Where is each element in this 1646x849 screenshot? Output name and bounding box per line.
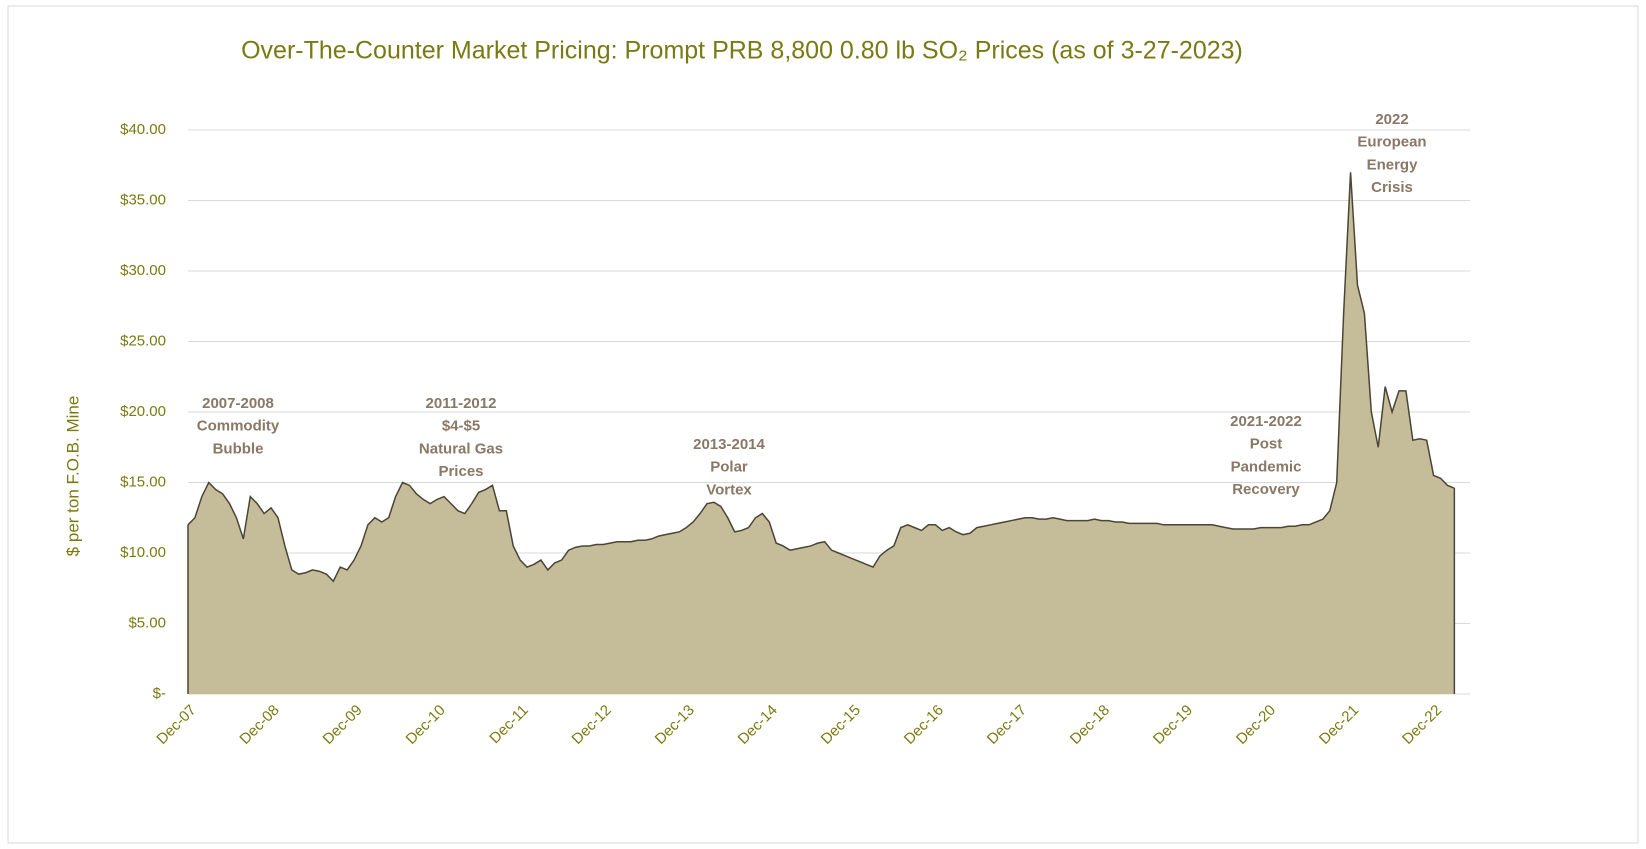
y-tick-label: $35.00 — [120, 191, 166, 208]
annotation: $4-$5 — [442, 418, 480, 435]
annotation: 2007-2008 — [202, 395, 274, 412]
annotation: Natural Gas — [419, 440, 503, 457]
annotation: 2021-2022 — [1230, 413, 1302, 430]
annotation: Pandemic — [1231, 458, 1302, 475]
y-tick-label: $40.00 — [120, 121, 166, 138]
annotation: Polar — [710, 459, 748, 476]
y-tick-label: $25.00 — [120, 332, 166, 349]
annotation: Bubble — [213, 440, 264, 457]
annotation: Prices — [438, 463, 483, 480]
annotation: Recovery — [1232, 481, 1300, 498]
annotation: Energy — [1367, 156, 1419, 173]
annotation: Commodity — [197, 418, 280, 435]
annotation: 2013-2014 — [693, 436, 765, 453]
annotation: 2022 — [1375, 111, 1408, 128]
annotation: European — [1357, 134, 1426, 151]
annotation: 2011-2012 — [426, 395, 497, 412]
y-tick-label: $15.00 — [120, 473, 166, 490]
annotation: Post — [1250, 436, 1283, 453]
y-tick-label: $30.00 — [120, 262, 166, 279]
annotation: Vortex — [706, 481, 752, 498]
area-fill — [188, 172, 1455, 695]
y-tick-label: $5.00 — [128, 614, 166, 631]
y-axis-label: $ per ton F.O.B. Mine — [63, 396, 82, 557]
y-tick-label: $- — [153, 685, 166, 702]
y-tick-label: $20.00 — [120, 403, 166, 420]
price-line — [187, 172, 1455, 583]
annotation: Crisis — [1371, 179, 1413, 196]
y-tick-label: $10.00 — [120, 544, 166, 561]
chart-title: Over-The-Counter Market Pricing: Prompt … — [241, 37, 1243, 65]
